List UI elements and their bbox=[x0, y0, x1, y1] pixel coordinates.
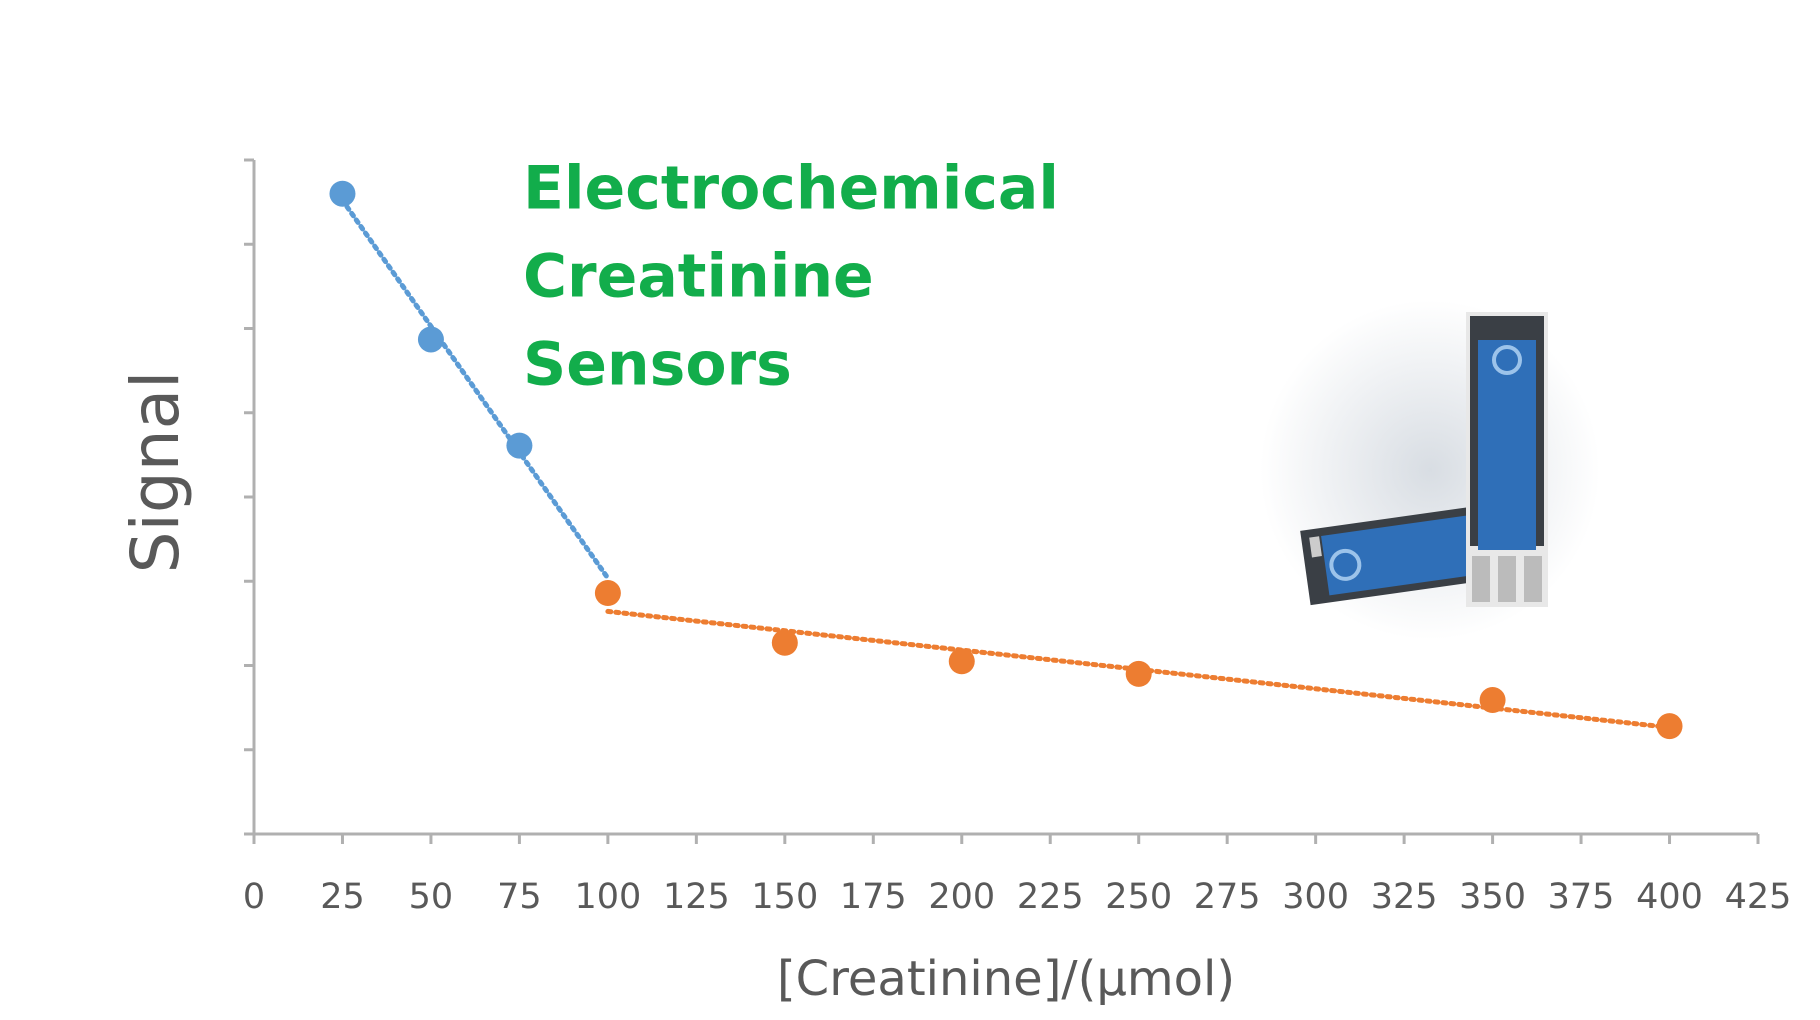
x-tick-label: 325 bbox=[1371, 877, 1438, 917]
x-tick-label: 225 bbox=[1017, 877, 1084, 917]
data-point bbox=[506, 432, 533, 459]
x-tick-label: 150 bbox=[751, 877, 818, 917]
x-tick-label: 250 bbox=[1105, 877, 1172, 917]
data-point bbox=[329, 180, 356, 207]
x-tick-label: 75 bbox=[497, 877, 542, 917]
x-tick-label: 275 bbox=[1194, 877, 1261, 917]
data-point bbox=[1125, 660, 1152, 687]
data-point bbox=[948, 648, 975, 675]
x-tick-label: 375 bbox=[1548, 877, 1615, 917]
y-axis-label: Signal bbox=[117, 371, 194, 574]
title-line: Electrochemical bbox=[523, 154, 1059, 224]
x-tick-label: 100 bbox=[574, 877, 641, 917]
x-tick-label: 25 bbox=[320, 877, 365, 917]
x-tick-label: 50 bbox=[409, 877, 454, 917]
x-tick-label: 0 bbox=[243, 877, 265, 917]
x-axis-label: [Creatinine]/(µmol) bbox=[777, 951, 1235, 1007]
sensor-illustration bbox=[1260, 300, 1600, 640]
x-tick-label: 175 bbox=[840, 877, 907, 917]
trendline bbox=[339, 197, 611, 581]
data-point bbox=[594, 580, 621, 607]
x-tick-label: 350 bbox=[1459, 877, 1526, 917]
title-line: Creatinine bbox=[523, 242, 874, 312]
x-tick-label: 200 bbox=[928, 877, 995, 917]
x-tick-label: 300 bbox=[1282, 877, 1349, 917]
data-point bbox=[771, 629, 798, 656]
chart-title: Electrochemical Creatinine Sensors bbox=[523, 154, 1059, 400]
x-tick-label: 425 bbox=[1725, 877, 1792, 917]
x-tick-label: 400 bbox=[1636, 877, 1703, 917]
data-point bbox=[417, 326, 444, 353]
title-line: Sensors bbox=[523, 330, 792, 400]
data-point bbox=[1656, 713, 1683, 740]
data-point bbox=[1479, 687, 1506, 714]
x-tick-label: 125 bbox=[663, 877, 730, 917]
